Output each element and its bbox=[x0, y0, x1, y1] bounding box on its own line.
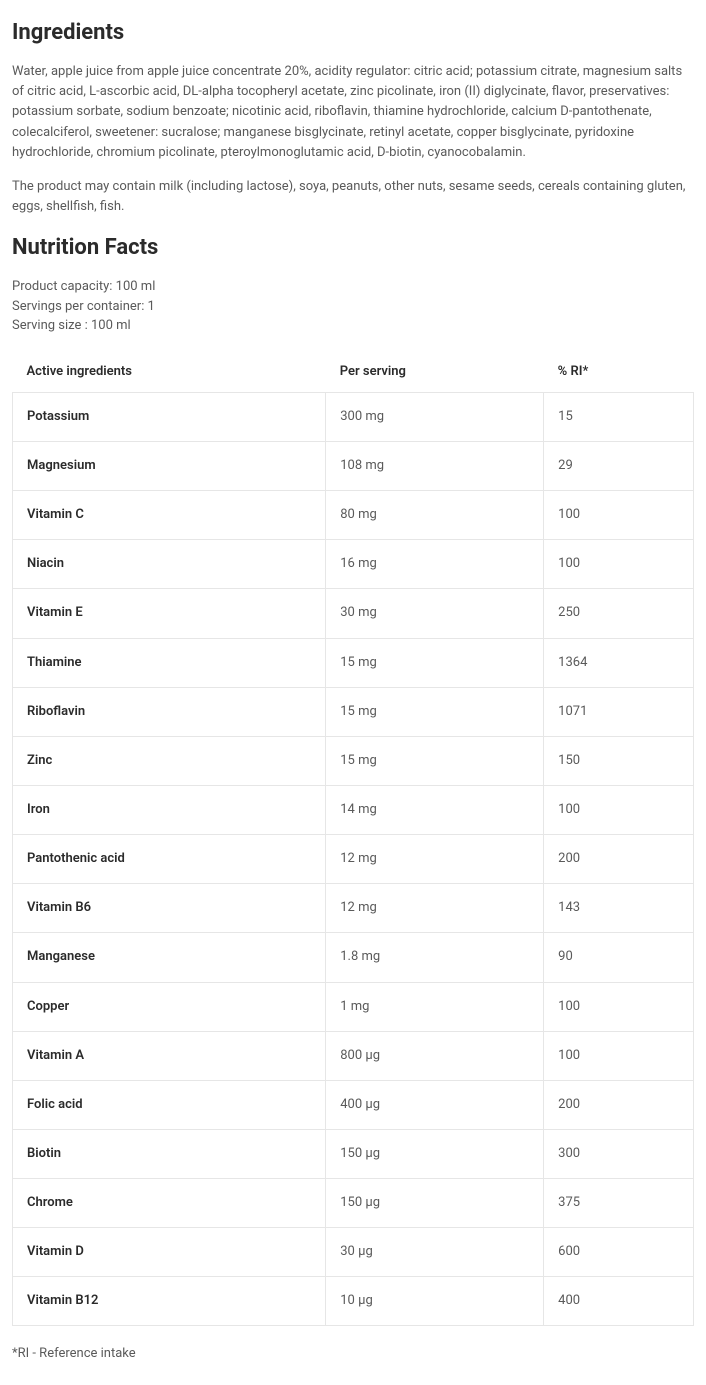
ingredients-paragraph: Water, apple juice from apple juice conc… bbox=[12, 62, 694, 163]
ingredient-name: Biotin bbox=[13, 1129, 326, 1178]
per-serving-value: 15 mg bbox=[326, 687, 544, 736]
per-serving-value: 1.8 mg bbox=[326, 933, 544, 982]
per-serving-value: 30 mg bbox=[326, 589, 544, 638]
ri-footnote: *RI - Reference intake bbox=[12, 1344, 694, 1364]
per-serving-value: 10 µg bbox=[326, 1277, 544, 1326]
column-header-ri: % RI* bbox=[544, 352, 694, 393]
table-row: Copper1 mg100 bbox=[13, 982, 694, 1031]
table-row: Vitamin A800 µg100 bbox=[13, 1031, 694, 1080]
table-row: Zinc15 mg150 bbox=[13, 736, 694, 785]
product-capacity: Product capacity: 100 ml bbox=[12, 277, 694, 297]
ri-value: 143 bbox=[544, 884, 694, 933]
table-row: Chrome150 µg375 bbox=[13, 1179, 694, 1228]
ri-value: 600 bbox=[544, 1228, 694, 1277]
ingredient-name: Vitamin B6 bbox=[13, 884, 326, 933]
table-row: Vitamin E30 mg250 bbox=[13, 589, 694, 638]
serving-size: Serving size : 100 ml bbox=[12, 316, 694, 336]
ri-value: 100 bbox=[544, 982, 694, 1031]
per-serving-value: 400 µg bbox=[326, 1080, 544, 1129]
ingredient-name: Chrome bbox=[13, 1179, 326, 1228]
table-row: Thiamine15 mg1364 bbox=[13, 638, 694, 687]
table-row: Niacin16 mg100 bbox=[13, 540, 694, 589]
per-serving-value: 15 mg bbox=[326, 638, 544, 687]
ingredient-name: Zinc bbox=[13, 736, 326, 785]
ingredient-name: Riboflavin bbox=[13, 687, 326, 736]
ri-value: 300 bbox=[544, 1129, 694, 1178]
ri-value: 200 bbox=[544, 1080, 694, 1129]
per-serving-value: 12 mg bbox=[326, 884, 544, 933]
table-row: Folic acid400 µg200 bbox=[13, 1080, 694, 1129]
ri-value: 29 bbox=[544, 441, 694, 490]
ingredient-name: Potassium bbox=[13, 392, 326, 441]
per-serving-value: 14 mg bbox=[326, 785, 544, 834]
table-row: Riboflavin15 mg1071 bbox=[13, 687, 694, 736]
ri-value: 400 bbox=[544, 1277, 694, 1326]
table-row: Potassium300 mg15 bbox=[13, 392, 694, 441]
per-serving-value: 300 mg bbox=[326, 392, 544, 441]
ri-value: 100 bbox=[544, 540, 694, 589]
per-serving-value: 30 µg bbox=[326, 1228, 544, 1277]
ingredients-title: Ingredients bbox=[12, 16, 694, 50]
table-row: Iron14 mg100 bbox=[13, 785, 694, 834]
ingredient-name: Manganese bbox=[13, 933, 326, 982]
table-row: Magnesium108 mg29 bbox=[13, 441, 694, 490]
ri-value: 200 bbox=[544, 835, 694, 884]
per-serving-value: 15 mg bbox=[326, 736, 544, 785]
ingredient-name: Vitamin B12 bbox=[13, 1277, 326, 1326]
ingredient-name: Pantothenic acid bbox=[13, 835, 326, 884]
table-row: Manganese1.8 mg90 bbox=[13, 933, 694, 982]
allergen-paragraph: The product may contain milk (including … bbox=[12, 177, 694, 217]
ingredient-name: Folic acid bbox=[13, 1080, 326, 1129]
ri-value: 1364 bbox=[544, 638, 694, 687]
ri-value: 100 bbox=[544, 1031, 694, 1080]
per-serving-value: 1 mg bbox=[326, 982, 544, 1031]
per-serving-value: 12 mg bbox=[326, 835, 544, 884]
ingredient-name: Magnesium bbox=[13, 441, 326, 490]
table-row: Vitamin D30 µg600 bbox=[13, 1228, 694, 1277]
ingredient-name: Vitamin C bbox=[13, 491, 326, 540]
nutrition-title: Nutrition Facts bbox=[12, 231, 694, 265]
ingredient-name: Copper bbox=[13, 982, 326, 1031]
ingredient-name: Vitamin D bbox=[13, 1228, 326, 1277]
ri-value: 100 bbox=[544, 491, 694, 540]
ri-value: 250 bbox=[544, 589, 694, 638]
table-row: Vitamin B612 mg143 bbox=[13, 884, 694, 933]
table-row: Biotin150 µg300 bbox=[13, 1129, 694, 1178]
ingredient-name: Vitamin A bbox=[13, 1031, 326, 1080]
per-serving-value: 150 µg bbox=[326, 1129, 544, 1178]
ingredient-name: Vitamin E bbox=[13, 589, 326, 638]
per-serving-value: 800 µg bbox=[326, 1031, 544, 1080]
table-header-row: Active ingredients Per serving % RI* bbox=[13, 352, 694, 393]
ri-value: 150 bbox=[544, 736, 694, 785]
ri-value: 15 bbox=[544, 392, 694, 441]
nutrition-table: Active ingredients Per serving % RI* Pot… bbox=[12, 352, 694, 1327]
ri-value: 375 bbox=[544, 1179, 694, 1228]
ri-value: 100 bbox=[544, 785, 694, 834]
column-header-ingredient: Active ingredients bbox=[13, 352, 326, 393]
column-header-per-serving: Per serving bbox=[326, 352, 544, 393]
table-row: Vitamin B1210 µg400 bbox=[13, 1277, 694, 1326]
ri-value: 90 bbox=[544, 933, 694, 982]
table-row: Vitamin C80 mg100 bbox=[13, 491, 694, 540]
servings-per-container: Servings per container: 1 bbox=[12, 297, 694, 317]
ingredient-name: Iron bbox=[13, 785, 326, 834]
per-serving-value: 108 mg bbox=[326, 441, 544, 490]
ri-value: 1071 bbox=[544, 687, 694, 736]
per-serving-value: 16 mg bbox=[326, 540, 544, 589]
ingredient-name: Thiamine bbox=[13, 638, 326, 687]
per-serving-value: 150 µg bbox=[326, 1179, 544, 1228]
ingredient-name: Niacin bbox=[13, 540, 326, 589]
per-serving-value: 80 mg bbox=[326, 491, 544, 540]
table-row: Pantothenic acid12 mg200 bbox=[13, 835, 694, 884]
